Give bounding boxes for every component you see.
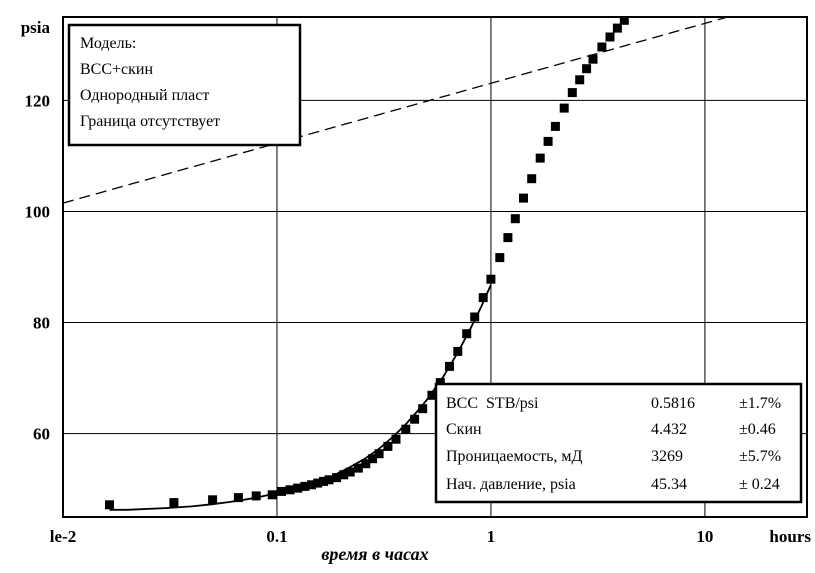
model-legend-box: Модель: ВСС+скин Однородный пласт Границ…	[67, 23, 302, 147]
result-err-wcs: ±1.7%	[739, 395, 781, 412]
data-point	[636, 0, 645, 9]
x-tick-4: hours	[769, 527, 811, 546]
model-line-4: Граница отсутствует	[80, 113, 220, 130]
data-point	[619, 17, 629, 25]
data-point	[401, 424, 411, 434]
data-point	[427, 390, 437, 400]
data-point	[345, 467, 355, 477]
data-point	[470, 312, 480, 322]
data-point	[605, 32, 615, 42]
data-point	[418, 404, 428, 414]
x-tick-1: 0.1	[266, 527, 287, 546]
model-line-3: Однородный пласт	[80, 87, 209, 104]
data-point	[277, 486, 286, 496]
data-point	[353, 463, 363, 473]
data-point	[374, 449, 384, 459]
result-err-skin: ±0.46	[739, 421, 776, 438]
data-point	[495, 253, 505, 263]
data-point	[486, 274, 496, 284]
x-tick-2: 1	[487, 527, 496, 546]
data-point	[383, 441, 393, 451]
data-point	[293, 483, 303, 493]
result-value-wcs: 0.5816	[651, 395, 695, 412]
data-point	[361, 459, 371, 469]
model-line-2: ВСС+скин	[80, 61, 153, 78]
data-point	[319, 476, 328, 486]
data-point	[597, 42, 607, 52]
x-tick-labels: le-2 0.1 1 10 hours	[50, 527, 812, 546]
x-axis-label: время в часах	[321, 544, 428, 564]
result-value-skin: 4.432	[651, 421, 687, 438]
data-point	[285, 485, 295, 495]
result-err-initial-pressure: ± 0.24	[739, 476, 780, 493]
data-point	[169, 498, 179, 508]
result-name-wcs: ВСС STB/psi	[446, 395, 539, 412]
data-point	[339, 470, 349, 480]
data-point	[453, 346, 463, 356]
measured-points	[105, 0, 645, 510]
data-point	[233, 493, 243, 503]
data-point	[535, 153, 545, 163]
y-tick-2: 100	[25, 202, 51, 221]
data-point	[368, 454, 378, 464]
data-point	[307, 480, 316, 490]
data-point	[478, 293, 488, 303]
y-tick-1: 80	[33, 314, 50, 333]
data-point	[527, 174, 537, 184]
data-point	[588, 54, 598, 64]
data-point	[462, 329, 472, 339]
data-point	[510, 214, 520, 224]
model-line-1: Модель:	[80, 35, 136, 52]
result-value-initial-pressure: 45.34	[651, 476, 687, 493]
y-tick-4: psia	[21, 18, 51, 37]
result-name-skin: Скин	[446, 421, 482, 438]
data-point	[575, 75, 585, 85]
data-point	[435, 378, 445, 388]
result-name-initial-pressure: Нач. давление, psia	[446, 476, 576, 493]
y-tick-labels: 60 80 100 120 psia	[21, 18, 51, 444]
data-point	[105, 500, 114, 510]
x-tick-3: 10	[696, 527, 713, 546]
data-point	[332, 473, 342, 483]
data-point	[612, 23, 622, 33]
data-point	[313, 478, 323, 488]
data-point	[628, 8, 637, 17]
data-point	[208, 495, 218, 505]
result-value-permeability: 3269	[651, 448, 683, 465]
data-point	[559, 103, 569, 113]
data-point	[410, 414, 420, 424]
data-point	[582, 64, 592, 74]
data-point	[324, 475, 334, 485]
data-point	[550, 121, 560, 131]
data-point	[391, 434, 401, 444]
data-point	[543, 136, 553, 146]
results-box: ВСС STB/psi 0.5816 ±1.7% Скин 4.432 ±0.4…	[434, 382, 803, 504]
data-point	[503, 233, 513, 243]
data-point	[300, 481, 310, 491]
data-point	[445, 361, 454, 371]
y-tick-3: 120	[25, 91, 51, 110]
data-point	[567, 88, 577, 98]
data-point	[519, 193, 528, 203]
data-point	[267, 490, 277, 500]
x-tick-0: le-2	[50, 527, 76, 546]
semilog-straight-line	[63, 17, 731, 204]
y-tick-0: 60	[33, 425, 50, 444]
result-name-permeability: Проницаемость, мД	[446, 448, 582, 465]
result-err-permeability: ±5.7%	[739, 448, 781, 465]
data-point	[251, 491, 261, 501]
